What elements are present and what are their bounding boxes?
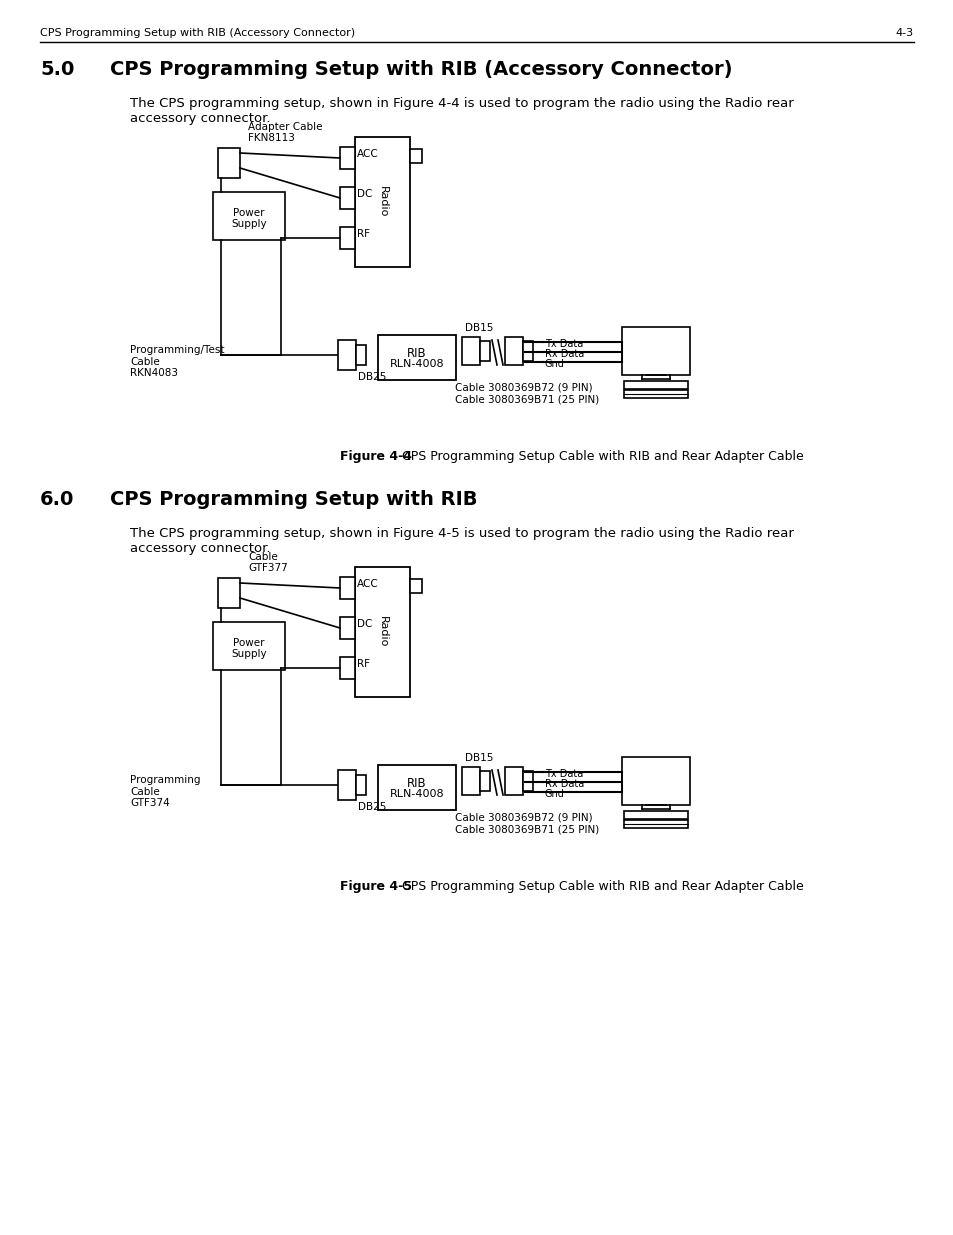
Text: Programming: Programming bbox=[130, 776, 200, 785]
Bar bbox=[621, 757, 689, 805]
Bar bbox=[461, 337, 479, 366]
Bar bbox=[504, 337, 522, 366]
Text: Cable 3080369B72 (9 PIN): Cable 3080369B72 (9 PIN) bbox=[455, 811, 592, 823]
Text: CPS Programming Setup Cable with RIB and Rear Adapter Cable: CPS Programming Setup Cable with RIB and… bbox=[397, 450, 803, 463]
Bar bbox=[339, 147, 355, 169]
Text: GTF377: GTF377 bbox=[248, 563, 288, 573]
Text: Cable 3080369B71 (25 PIN): Cable 3080369B71 (25 PIN) bbox=[455, 394, 598, 404]
Text: Programming/Test: Programming/Test bbox=[130, 345, 224, 354]
Text: DB15: DB15 bbox=[464, 324, 493, 333]
Text: Power: Power bbox=[233, 638, 265, 648]
Bar bbox=[410, 579, 421, 593]
Bar bbox=[213, 622, 285, 671]
Text: DB25: DB25 bbox=[357, 372, 386, 382]
Text: FKN8113: FKN8113 bbox=[248, 133, 294, 143]
Bar bbox=[337, 340, 355, 370]
Text: Supply: Supply bbox=[231, 219, 267, 228]
Text: RLN-4008: RLN-4008 bbox=[389, 359, 444, 369]
Text: RIB: RIB bbox=[407, 777, 426, 790]
Bar bbox=[504, 767, 522, 795]
Text: DB25: DB25 bbox=[357, 802, 386, 811]
Text: Radio: Radio bbox=[377, 616, 387, 647]
Text: RF: RF bbox=[356, 659, 370, 669]
Text: Cable: Cable bbox=[130, 357, 159, 367]
Text: 6.0: 6.0 bbox=[40, 490, 74, 509]
Text: DC: DC bbox=[356, 619, 372, 629]
Text: DB15: DB15 bbox=[464, 753, 493, 763]
Bar bbox=[355, 776, 366, 795]
Text: The CPS programming setup, shown in Figure 4-4 is used to program the radio usin: The CPS programming setup, shown in Figu… bbox=[130, 98, 793, 125]
Bar bbox=[339, 657, 355, 679]
Text: GTF374: GTF374 bbox=[130, 798, 170, 808]
Text: 5.0: 5.0 bbox=[40, 61, 74, 79]
Bar bbox=[479, 341, 490, 361]
Text: Supply: Supply bbox=[231, 650, 267, 659]
Bar bbox=[218, 148, 240, 178]
Text: Cable 3080369B72 (9 PIN): Cable 3080369B72 (9 PIN) bbox=[455, 382, 592, 391]
Text: RLN-4008: RLN-4008 bbox=[389, 789, 444, 799]
Bar bbox=[355, 345, 366, 366]
Text: Adapter Cable: Adapter Cable bbox=[248, 122, 322, 132]
Text: Figure 4-4: Figure 4-4 bbox=[339, 450, 412, 463]
Bar bbox=[623, 390, 687, 398]
Text: Gnd: Gnd bbox=[544, 789, 564, 799]
Text: ACC: ACC bbox=[356, 579, 378, 589]
Text: CPS Programming Setup with RIB (Accessory Connector): CPS Programming Setup with RIB (Accessor… bbox=[40, 28, 355, 38]
Text: Cable: Cable bbox=[130, 787, 159, 797]
Text: Power: Power bbox=[233, 207, 265, 219]
Text: CPS Programming Setup with RIB: CPS Programming Setup with RIB bbox=[110, 490, 477, 509]
Bar bbox=[377, 335, 456, 380]
Bar bbox=[522, 771, 533, 790]
Text: ACC: ACC bbox=[356, 149, 378, 159]
Bar bbox=[377, 764, 456, 810]
Text: RIB: RIB bbox=[407, 347, 426, 359]
Text: RKN4083: RKN4083 bbox=[130, 368, 178, 378]
Bar bbox=[337, 769, 355, 800]
Bar bbox=[339, 227, 355, 249]
Text: CPS Programming Setup with RIB (Accessory Connector): CPS Programming Setup with RIB (Accessor… bbox=[110, 61, 732, 79]
Text: Tx Data: Tx Data bbox=[544, 769, 582, 779]
Text: Cable: Cable bbox=[248, 552, 277, 562]
Bar bbox=[623, 820, 687, 827]
Bar bbox=[623, 382, 687, 389]
Text: Cable 3080369B71 (25 PIN): Cable 3080369B71 (25 PIN) bbox=[455, 824, 598, 834]
Text: Figure 4-5: Figure 4-5 bbox=[339, 881, 412, 893]
Bar bbox=[479, 771, 490, 790]
Text: 4-3: 4-3 bbox=[895, 28, 913, 38]
Bar bbox=[461, 767, 479, 795]
Text: The CPS programming setup, shown in Figure 4-5 is used to program the radio usin: The CPS programming setup, shown in Figu… bbox=[130, 527, 793, 555]
Text: DC: DC bbox=[356, 189, 372, 199]
Bar bbox=[355, 567, 410, 697]
Bar bbox=[339, 618, 355, 638]
Bar bbox=[218, 578, 240, 608]
Bar bbox=[339, 577, 355, 599]
Bar bbox=[339, 186, 355, 209]
Text: Gnd: Gnd bbox=[544, 359, 564, 369]
Text: Rx Data: Rx Data bbox=[544, 779, 583, 789]
Bar bbox=[410, 149, 421, 163]
Text: Tx Data: Tx Data bbox=[544, 338, 582, 350]
Bar bbox=[522, 341, 533, 361]
Text: Rx Data: Rx Data bbox=[544, 350, 583, 359]
Bar bbox=[213, 191, 285, 240]
Bar bbox=[621, 327, 689, 375]
Bar bbox=[623, 811, 687, 819]
Text: RF: RF bbox=[356, 228, 370, 240]
Bar bbox=[355, 137, 410, 267]
Text: Radio: Radio bbox=[377, 186, 387, 217]
Text: CPS Programming Setup Cable with RIB and Rear Adapter Cable: CPS Programming Setup Cable with RIB and… bbox=[397, 881, 803, 893]
